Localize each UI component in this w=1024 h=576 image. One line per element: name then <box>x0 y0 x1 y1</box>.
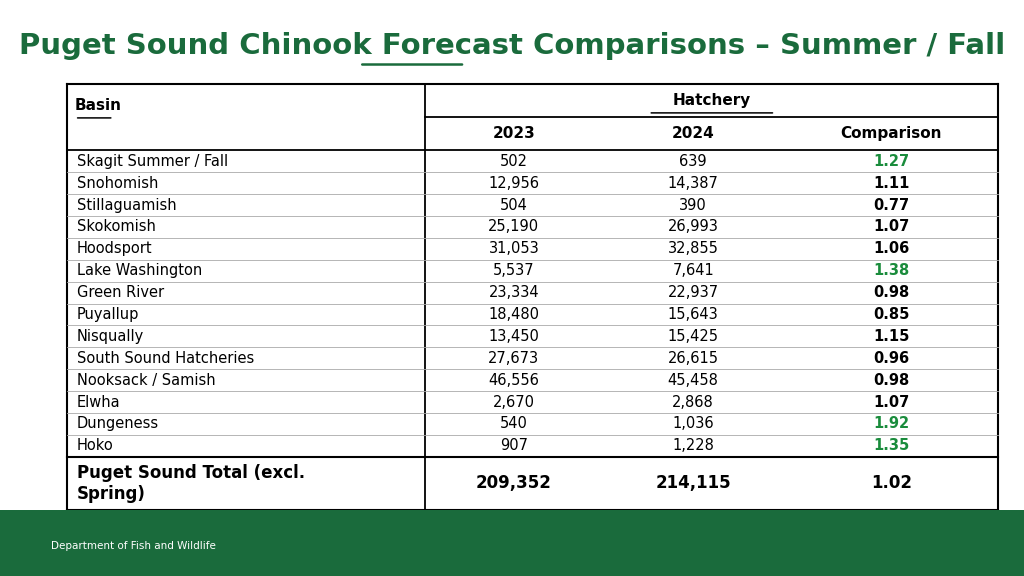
Text: Nooksack / Samish: Nooksack / Samish <box>77 373 215 388</box>
Text: 0.77: 0.77 <box>873 198 909 213</box>
Text: 22,937: 22,937 <box>668 285 719 300</box>
Text: 7,641: 7,641 <box>673 263 714 278</box>
Text: Puget Sound Chinook Forecast Comparisons – Summer / Fall: Puget Sound Chinook Forecast Comparisons… <box>18 32 1006 60</box>
Text: 907: 907 <box>500 438 527 453</box>
Text: 2024: 2024 <box>672 126 715 141</box>
Text: 26,615: 26,615 <box>668 351 719 366</box>
Text: 14,387: 14,387 <box>668 176 719 191</box>
Text: 2,670: 2,670 <box>493 395 535 410</box>
Text: 1.38: 1.38 <box>873 263 909 278</box>
Text: 0.85: 0.85 <box>873 307 909 322</box>
Text: 2023: 2023 <box>493 126 536 141</box>
Text: Stillaguamish: Stillaguamish <box>77 198 176 213</box>
Text: 26,993: 26,993 <box>668 219 719 234</box>
Text: 1.07: 1.07 <box>873 395 909 410</box>
Text: 0.96: 0.96 <box>873 351 909 366</box>
Text: Basin: Basin <box>75 98 122 113</box>
Text: 1.11: 1.11 <box>873 176 909 191</box>
Text: Puyallup: Puyallup <box>77 307 139 322</box>
Text: 390: 390 <box>679 198 708 213</box>
Text: Department of Fish and Wildlife: Department of Fish and Wildlife <box>50 541 216 551</box>
Text: 504: 504 <box>500 198 527 213</box>
Text: 1.35: 1.35 <box>873 438 909 453</box>
Text: 31,053: 31,053 <box>488 241 540 256</box>
Text: 0.98: 0.98 <box>873 285 909 300</box>
Text: 2,868: 2,868 <box>673 395 714 410</box>
Text: 502: 502 <box>500 154 527 169</box>
Text: 12,956: 12,956 <box>488 176 540 191</box>
Text: Snohomish: Snohomish <box>77 176 158 191</box>
Text: Lake Washington: Lake Washington <box>77 263 202 278</box>
Text: Hoodsport: Hoodsport <box>77 241 153 256</box>
Text: 1.02: 1.02 <box>870 474 911 492</box>
Text: 23,334: 23,334 <box>488 285 540 300</box>
Text: 27,673: 27,673 <box>488 351 540 366</box>
Text: Dungeness: Dungeness <box>77 416 159 431</box>
Text: 13,450: 13,450 <box>488 329 540 344</box>
Text: Nisqually: Nisqually <box>77 329 144 344</box>
Text: 15,643: 15,643 <box>668 307 719 322</box>
Text: 46,556: 46,556 <box>488 373 540 388</box>
Text: 1.07: 1.07 <box>873 219 909 234</box>
Text: 18,480: 18,480 <box>488 307 540 322</box>
Text: Comparison: Comparison <box>841 126 942 141</box>
Text: 45,458: 45,458 <box>668 373 719 388</box>
Text: 5,537: 5,537 <box>493 263 535 278</box>
Text: 1.06: 1.06 <box>873 241 909 256</box>
Text: 209,352: 209,352 <box>476 474 552 492</box>
Text: 639: 639 <box>679 154 707 169</box>
Text: Skokomish: Skokomish <box>77 219 156 234</box>
Text: 1.92: 1.92 <box>873 416 909 431</box>
Text: 1.27: 1.27 <box>873 154 909 169</box>
Text: Elwha: Elwha <box>77 395 121 410</box>
Text: South Sound Hatcheries: South Sound Hatcheries <box>77 351 254 366</box>
Text: 32,855: 32,855 <box>668 241 719 256</box>
Text: 15,425: 15,425 <box>668 329 719 344</box>
Text: Hatchery: Hatchery <box>673 93 751 108</box>
Text: 25,190: 25,190 <box>488 219 540 234</box>
Text: 540: 540 <box>500 416 527 431</box>
Text: Green River: Green River <box>77 285 164 300</box>
Text: 1.15: 1.15 <box>873 329 909 344</box>
Text: Puget Sound Total (excl.
Spring): Puget Sound Total (excl. Spring) <box>77 464 305 503</box>
Text: 0.98: 0.98 <box>873 373 909 388</box>
Text: Skagit Summer / Fall: Skagit Summer / Fall <box>77 154 228 169</box>
Text: Hoko: Hoko <box>77 438 114 453</box>
Text: 214,115: 214,115 <box>655 474 731 492</box>
Text: 1,036: 1,036 <box>673 416 714 431</box>
Text: 1,228: 1,228 <box>673 438 714 453</box>
Bar <box>0 510 1024 576</box>
